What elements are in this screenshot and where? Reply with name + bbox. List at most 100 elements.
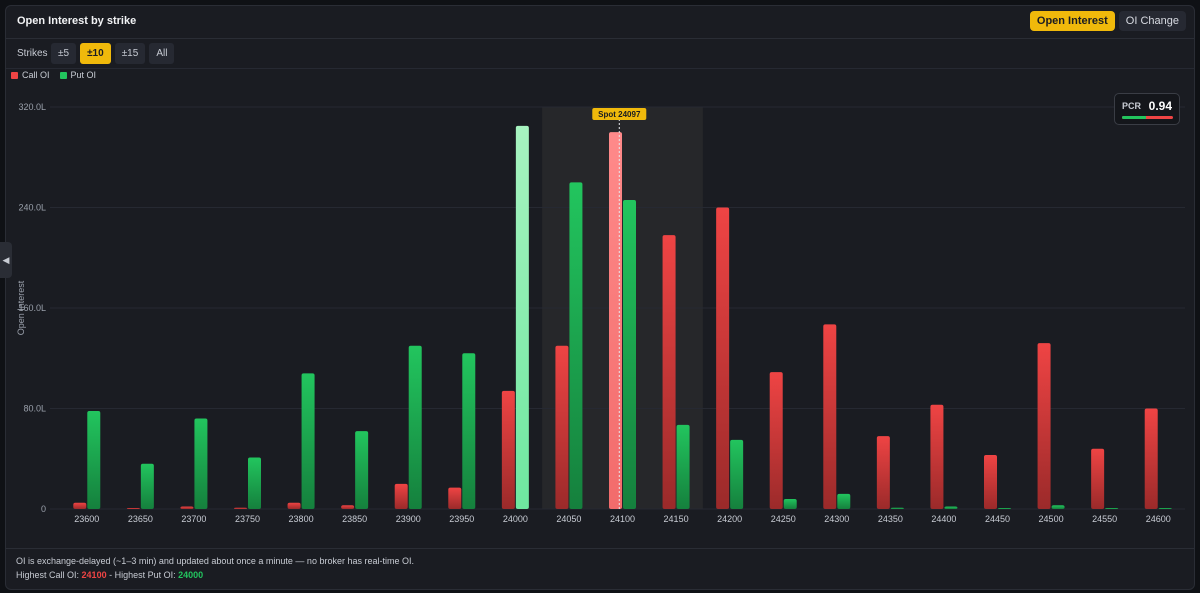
- panel-header: Open Interest by strike Open Interest OI…: [6, 6, 1194, 39]
- call-oi-bar: [287, 502, 301, 509]
- y-tick-label: 160.0L: [18, 303, 46, 313]
- pcr-value: 0.94: [1148, 99, 1172, 113]
- call-oi-bar: [555, 345, 569, 509]
- strike-range-15-button[interactable]: ±15: [114, 43, 146, 64]
- put-oi-bar: [1105, 508, 1119, 509]
- highest-put-label: Highest Put OI:: [114, 570, 176, 580]
- legend-item-put[interactable]: Put OI: [59, 70, 97, 80]
- call-oi-bar: [126, 508, 140, 509]
- chevron-left-icon: ◀: [2, 254, 10, 265]
- strike-range-10-button[interactable]: ±10: [80, 43, 111, 64]
- pcr-ratio-bar: [1122, 116, 1173, 119]
- y-tick-label: 80.0L: [23, 404, 46, 414]
- call-oi-bar: [501, 390, 515, 509]
- call-oi-bar: [234, 507, 247, 509]
- put-oi-bar: [569, 182, 583, 509]
- put-oi-bar: [194, 418, 208, 509]
- x-tick-label: 24150: [664, 514, 689, 524]
- x-tick-label: 23600: [74, 514, 99, 524]
- call-oi-bar: [769, 372, 783, 509]
- call-oi-bar: [1091, 448, 1105, 509]
- x-tick-label: 24200: [717, 514, 742, 524]
- put-oi-bar: [998, 508, 1011, 509]
- put-oi-bar: [515, 125, 529, 509]
- x-tick-label: 24450: [985, 514, 1010, 524]
- view-tabs: Open Interest OI Change: [1029, 11, 1186, 31]
- tab-open-interest[interactable]: Open Interest: [1029, 11, 1115, 31]
- highest-call-value: 24100: [81, 570, 107, 580]
- y-tick-label: 320.0L: [18, 102, 46, 112]
- strike-range-all-button[interactable]: All: [149, 43, 175, 64]
- x-tick-label: 23750: [235, 514, 260, 524]
- chart-legend: Call OI Put OI: [11, 70, 96, 80]
- strikes-label: Strikes: [17, 48, 48, 59]
- put-oi-bar: [140, 463, 154, 509]
- pcr-label: PCR: [1122, 101, 1142, 111]
- put-oi-bar: [248, 457, 261, 509]
- x-tick-label: 24500: [1039, 514, 1064, 524]
- call-oi-bar: [73, 502, 87, 509]
- delay-note: OI is exchange-delayed (~1–3 min) and up…: [16, 556, 414, 566]
- call-swatch: [11, 71, 18, 79]
- put-oi-bar: [1158, 508, 1172, 509]
- y-axis-label: Open Interest: [16, 280, 26, 335]
- legend-call-label: Call OI: [22, 70, 50, 80]
- spot-price-label: Spot 24097: [598, 110, 641, 119]
- call-oi-bar: [876, 436, 890, 509]
- put-oi-bar: [730, 439, 744, 509]
- put-oi-bar: [837, 493, 851, 509]
- x-tick-label: 23950: [449, 514, 474, 524]
- panel-title: Open Interest by strike: [17, 15, 137, 27]
- x-tick-label: 23800: [289, 514, 314, 524]
- put-oi-bar: [462, 353, 476, 509]
- strikes-filter: Strikes ±5 ±10 ±15 All: [6, 39, 1194, 69]
- put-oi-bar: [87, 411, 101, 509]
- call-oi-bar: [716, 207, 730, 509]
- y-tick-label: 240.0L: [18, 203, 46, 213]
- call-oi-bar: [1037, 343, 1051, 509]
- put-swatch: [59, 71, 67, 79]
- chart-footer: OI is exchange-delayed (~1–3 min) and up…: [5, 548, 1195, 585]
- call-oi-bar: [1144, 408, 1158, 509]
- strike-range-buttons: ±5 ±10 ±15 All: [51, 43, 175, 64]
- x-tick-label: 24050: [556, 514, 581, 524]
- x-tick-label: 23700: [181, 514, 206, 524]
- pcr-widget: PCR 0.94: [1114, 93, 1180, 125]
- x-tick-label: 24400: [931, 514, 956, 524]
- summary-separator: -: [106, 570, 115, 580]
- x-tick-label: 23650: [128, 514, 153, 524]
- put-oi-bar: [890, 507, 904, 509]
- put-oi-bar: [623, 199, 636, 509]
- x-tick-label: 23900: [396, 514, 421, 524]
- x-tick-label: 24100: [610, 514, 635, 524]
- highest-put-value: 24000: [178, 570, 204, 580]
- put-oi-bar: [1051, 505, 1065, 509]
- call-oi-bar: [930, 404, 944, 509]
- x-tick-label: 24300: [824, 514, 849, 524]
- x-tick-label: 24250: [771, 514, 796, 524]
- put-oi-bar: [408, 345, 422, 509]
- sidebar-toggle-button[interactable]: ◀: [0, 242, 12, 278]
- spot-price-tag: [592, 108, 647, 120]
- x-tick-label: 23850: [342, 514, 367, 524]
- call-oi-bar: [341, 505, 355, 509]
- put-oi-bar: [944, 506, 958, 509]
- tab-oi-change[interactable]: OI Change: [1118, 11, 1186, 31]
- x-tick-label: 24350: [878, 514, 903, 524]
- y-tick-label: 0: [41, 504, 46, 514]
- x-tick-label: 24550: [1092, 514, 1117, 524]
- call-oi-bar: [823, 324, 837, 509]
- put-oi-bar: [355, 431, 369, 509]
- legend-item-call[interactable]: Call OI: [11, 70, 50, 80]
- call-oi-bar: [448, 487, 462, 509]
- put-oi-bar: [783, 498, 797, 509]
- highest-oi-summary: Highest Call OI: 24100 - Highest Put OI:…: [16, 570, 203, 580]
- highest-call-label: Highest Call OI:: [16, 570, 80, 580]
- pcr-ratio-fill: [1122, 116, 1147, 119]
- call-oi-bar: [609, 132, 622, 509]
- strike-range-5-button[interactable]: ±5: [51, 43, 77, 64]
- legend-put-label: Put OI: [70, 70, 97, 80]
- call-oi-bar: [394, 483, 408, 509]
- x-tick-label: 24600: [1146, 514, 1171, 524]
